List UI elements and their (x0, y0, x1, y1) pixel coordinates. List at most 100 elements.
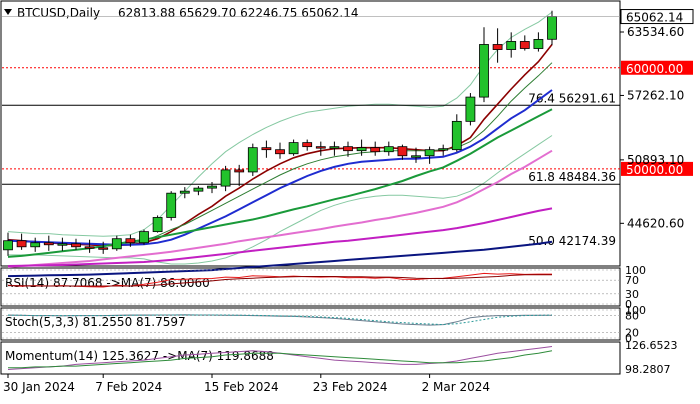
candle-body (30, 242, 41, 248)
candle-body (43, 242, 54, 246)
candle-body (506, 41, 517, 50)
rsi-tick-label: 0 (625, 298, 632, 311)
candle (370, 141, 381, 156)
level-label-1: 76.4 56291.61 (528, 91, 616, 105)
price-tick-label: 57262.10 (627, 88, 684, 102)
candle (411, 147, 421, 163)
candle (179, 187, 190, 199)
time-tick-label: 15 Feb 2024 (204, 380, 279, 394)
candle (519, 35, 530, 51)
candle-body (383, 146, 394, 153)
level-tag-label-2: 50000.00 (626, 163, 683, 177)
candle-body (125, 238, 136, 244)
candle-body (152, 217, 163, 233)
candle-body (438, 148, 449, 151)
last-price-box (620, 9, 694, 25)
candle (111, 235, 122, 251)
price-panel-frame (0, 0, 621, 267)
candle-body (547, 16, 557, 40)
collapse-triangle-icon[interactable] (4, 9, 12, 15)
candle-body (356, 147, 367, 152)
candle (57, 237, 68, 251)
candle (16, 233, 27, 250)
candle (315, 141, 326, 156)
symbol-label: BTCUSD,Daily (17, 6, 100, 20)
candle (533, 32, 544, 52)
stoch-panel-frame (0, 307, 621, 341)
bollinger-bands (7, 11, 553, 265)
candle (193, 186, 204, 196)
candle (43, 235, 54, 251)
candle (302, 139, 313, 151)
candle (343, 141, 353, 157)
time-tick-label: 7 Feb 2024 (95, 380, 162, 394)
candle-body (492, 44, 503, 50)
candle (207, 182, 217, 194)
candle (220, 165, 231, 192)
candle-body (261, 147, 272, 151)
level-label-4: 50.0 42174.39 (528, 234, 616, 248)
candle (397, 144, 408, 160)
price-tick-label: 50893.10 (627, 153, 684, 167)
sma-thin-green-line (116, 62, 553, 246)
momentum-tick-label: 98.2807 (625, 363, 671, 376)
candle (329, 141, 340, 156)
candle-body (343, 146, 353, 152)
candle (84, 239, 95, 253)
level-label-3: 61.8 48484.36 (528, 170, 616, 184)
momentum-label: Momentum(14) 125.3627 ->MA(7) 119.8688 (5, 349, 274, 363)
candle (71, 238, 81, 250)
candlesticks (3, 10, 557, 256)
price-tick-label: 63534.60 (627, 25, 684, 39)
level-tag-0 (621, 60, 693, 75)
rsi-tick-label: 100 (625, 264, 646, 277)
candle-body (247, 147, 258, 173)
stoch-tick-label: 0 (625, 332, 632, 345)
sma-blue-line (7, 89, 553, 246)
candle-body (465, 96, 476, 122)
candle (506, 32, 517, 58)
candle (234, 164, 245, 187)
candle-body (302, 142, 313, 148)
candle (166, 191, 177, 221)
candle (275, 142, 285, 159)
sma-navy-line (7, 240, 553, 278)
candle (98, 241, 109, 254)
sma-green-line (7, 108, 553, 258)
candle-body (98, 247, 109, 250)
time-tick-label: 2 Mar 2024 (422, 380, 490, 394)
candle (247, 143, 258, 176)
momentum-tick-label: 126.6523 (625, 339, 678, 352)
candle (479, 27, 489, 103)
candle-body (71, 243, 81, 248)
candle-body (193, 187, 204, 192)
candle (438, 144, 449, 156)
candle (356, 139, 367, 156)
candle-body (166, 192, 177, 218)
momentum-panel-frame (0, 341, 621, 375)
candle-body (139, 231, 149, 244)
sma-pink-line (7, 149, 553, 268)
candle-body (57, 243, 68, 246)
candle-body (329, 146, 340, 149)
candle-body (220, 169, 231, 187)
stoch-label: Stoch(5,3,3) 81.2550 81.7597 (5, 315, 186, 329)
stoch-tick-label: 100 (625, 304, 646, 317)
candle-body (16, 240, 27, 248)
stoch-tick-label: 80 (625, 310, 639, 323)
candle (465, 93, 476, 126)
rsi-tick-label: 30 (625, 288, 639, 301)
candle-body (3, 240, 13, 251)
ohlc-values: 62813.88 65629.70 62246.75 65062.14 (118, 6, 358, 20)
candle-body (207, 185, 217, 189)
candle (139, 229, 149, 245)
candle-body (533, 39, 544, 49)
candle-body (519, 41, 530, 49)
candle (492, 28, 503, 63)
time-tick-label: 30 Jan 2024 (3, 380, 75, 394)
rsi-tick-label: 70 (625, 274, 639, 287)
